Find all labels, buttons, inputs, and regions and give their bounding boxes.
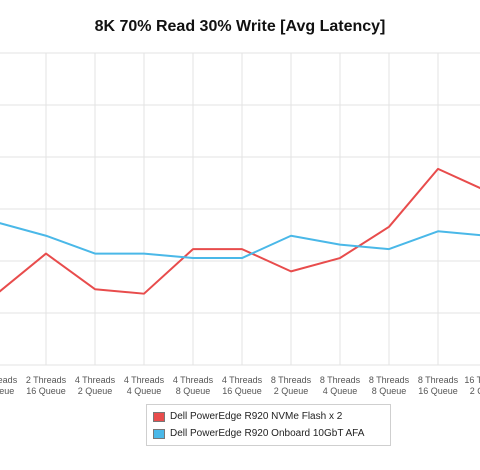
x-tick-label: 4 Threads 2 Queue — [75, 375, 116, 396]
legend-label-afa: Dell PowerEdge R920 Onboard 10GbT AFA — [170, 428, 365, 439]
legend-item-afa: Dell PowerEdge R920 Onboard 10GbT AFA — [153, 425, 384, 442]
x-tick-label: 4 Threads 4 Queue — [124, 375, 165, 396]
series-line-0 — [0, 167, 480, 295]
legend-swatch-afa — [153, 428, 165, 439]
x-tick-label: 8 Threads 16 Queue — [418, 375, 459, 396]
x-tick-label: 2 Threads 16 Queue — [26, 375, 67, 396]
x-tick-label: 8 Threads 2 Queue — [271, 375, 312, 396]
x-tick-label: 8 Threads 8 Queue — [369, 375, 410, 396]
x-tick-label: 8 Threads 4 Queue — [320, 375, 361, 396]
legend-swatch-nvme — [153, 411, 165, 422]
chart-legend: Dell PowerEdge R920 NVMe Flash x 2 Dell … — [146, 404, 391, 446]
legend-item-nvme: Dell PowerEdge R920 NVMe Flash x 2 — [153, 408, 384, 425]
x-tick-label: 4 Threads 8 Queue — [173, 375, 214, 396]
series-line-1 — [0, 222, 480, 260]
x-tick-label: 4 Threads 16 Queue — [222, 375, 263, 396]
legend-label-nvme: Dell PowerEdge R920 NVMe Flash x 2 — [170, 411, 343, 422]
chart-title: 8K 70% Read 30% Write [Avg Latency] — [94, 18, 386, 35]
